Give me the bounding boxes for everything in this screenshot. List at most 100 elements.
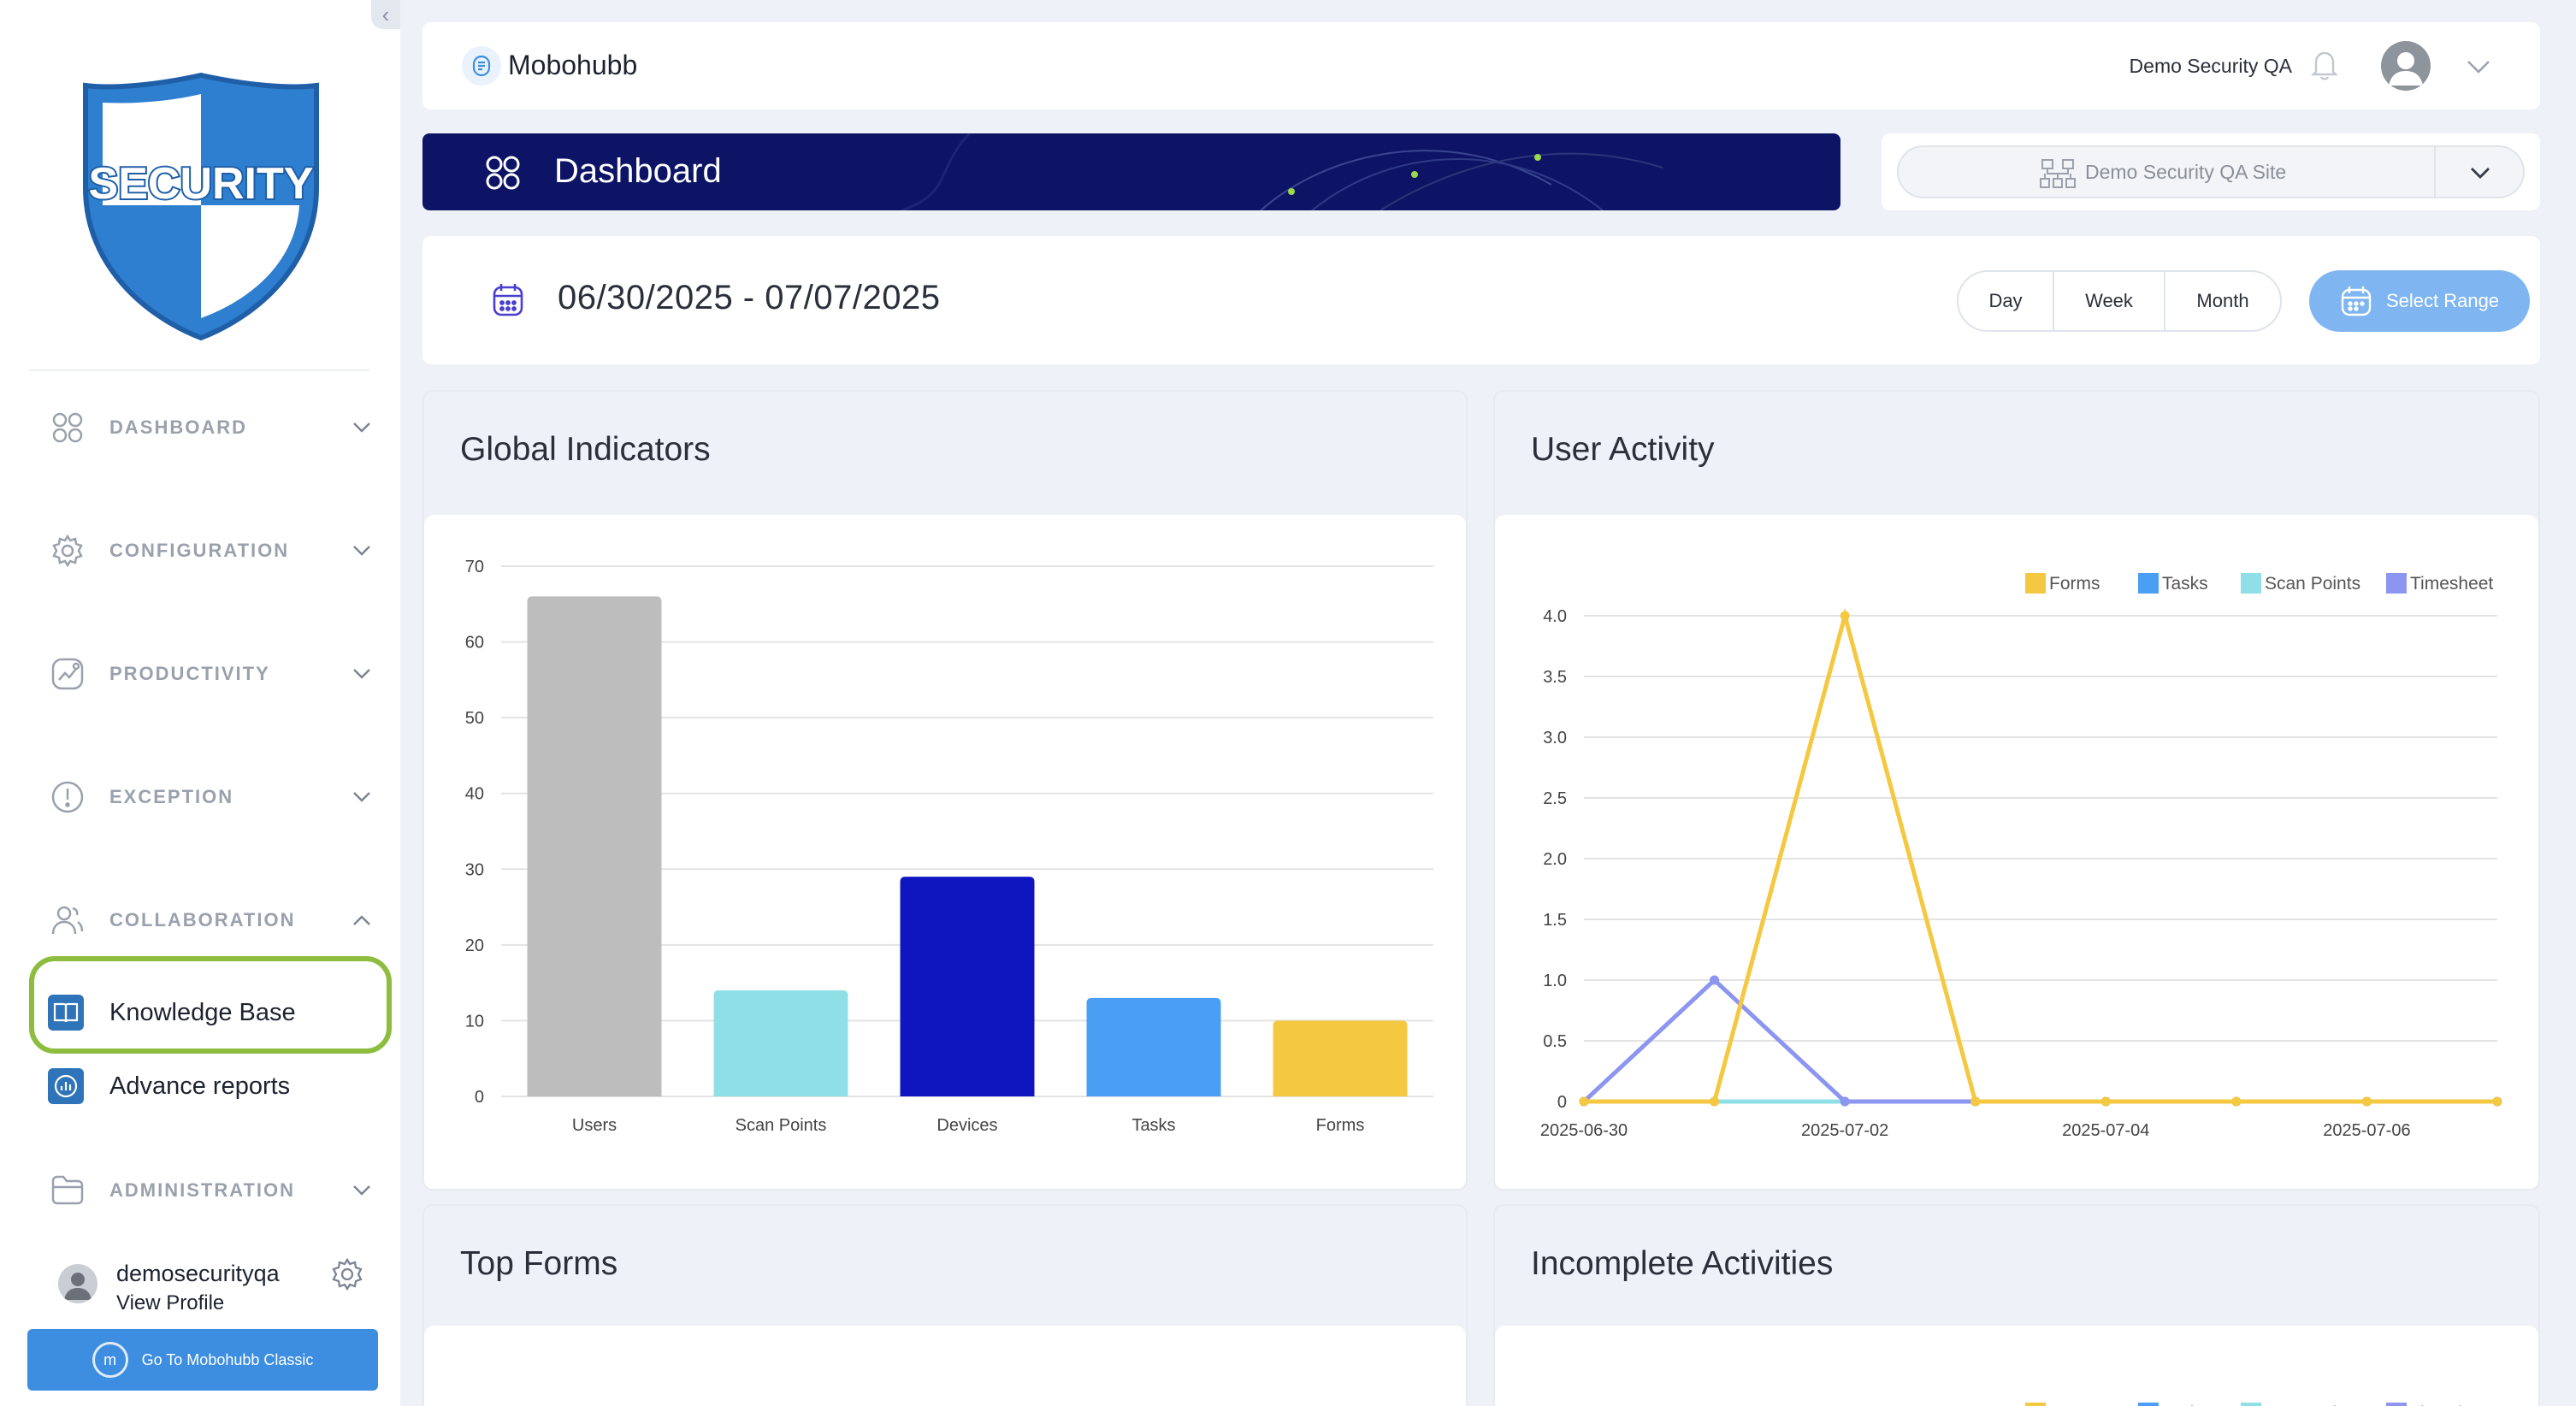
month-button[interactable]: Month (2196, 290, 2249, 311)
date-range-text[interactable]: 06/30/2025 - 07/07/2025 (558, 279, 941, 316)
bell-icon[interactable] (2306, 46, 2343, 84)
nav-collaboration[interactable]: COLLABORATION (50, 896, 375, 944)
card-body: 0 0.5 1.0 1.5 2.0 2.5 3.0 3.5 4.0 2025-06-30 2025-… (1495, 515, 2538, 1189)
username: demosecurityqa (116, 1261, 280, 1286)
chevron-down-icon[interactable] (2463, 51, 2494, 82)
nav-label: COLLABORATION (109, 909, 296, 930)
chevron-down-icon (349, 1178, 375, 1203)
nav-label: PRODUCTIVITY (109, 663, 270, 684)
bar-scan-points (713, 990, 848, 1096)
folder-icon (50, 1173, 86, 1208)
incomplete-activities-legend: Forms Tasks Scan Points Timesheet (2025, 1403, 2493, 1406)
site-selector-box: Demo Security QA Site (1882, 133, 2540, 210)
sitemap-icon (2039, 158, 2077, 189)
settings-gear-icon[interactable] (330, 1257, 366, 1293)
app-logo-icon (462, 46, 501, 86)
legend-label: Forms (2049, 574, 2100, 594)
data-point-forms (1579, 1096, 1589, 1107)
logo-text: SECURITY (89, 159, 314, 209)
avatar[interactable] (2381, 41, 2431, 91)
series-line-forms (1584, 607, 2497, 1104)
legend-swatch (2025, 1403, 2046, 1406)
alert-circle-icon (50, 779, 86, 815)
card-body (424, 1326, 1466, 1406)
app-name: Mobohubb (508, 50, 638, 80)
divider (29, 369, 369, 371)
select-range-label: Select Range (2385, 290, 2500, 311)
dashboard-banner: Dashboard (422, 133, 1840, 210)
nav-dashboard[interactable]: DASHBOARD (50, 404, 375, 452)
nav-productivity[interactable]: PRODUCTIVITY (50, 650, 375, 698)
legend-swatch (2138, 573, 2159, 594)
legend-label: Scan Points (2265, 1403, 2360, 1406)
y-tick-label: 0.5 (1543, 1032, 1567, 1051)
legend-label: Forms (2049, 1403, 2100, 1406)
legend-swatch (2386, 573, 2407, 594)
legend-swatch (2241, 573, 2261, 594)
select-range-button[interactable]: Select Range (2309, 270, 2530, 332)
bar-forms (1273, 1020, 1408, 1096)
x-tick-label: Tasks (1131, 1116, 1175, 1135)
period-toggle: Day Week Month (1957, 270, 2282, 332)
top-header: Mobohubb Demo Security QA (422, 22, 2540, 109)
nav-configuration[interactable]: CONFIGURATION (50, 527, 375, 575)
view-profile-link[interactable]: View Profile (116, 1291, 225, 1314)
y-tick-label: 0 (1557, 1093, 1567, 1112)
date-filter-card: 06/30/2025 - 07/07/2025 Day Week Month S… (422, 236, 2540, 364)
users-icon (50, 902, 86, 938)
chevron-down-icon (349, 784, 375, 810)
global-indicators-chart: 0 10 20 30 40 50 60 70 Users Scan Points Devices Ta… (465, 558, 1433, 1135)
card-title: Incomplete Activities (1531, 1245, 1834, 1282)
y-tick-label: 2.5 (1543, 789, 1567, 808)
page-title: Dashboard (554, 152, 722, 190)
chart-trend-icon (50, 656, 86, 692)
chevron-down-icon (349, 661, 375, 687)
nav-label: Advance reports (109, 1072, 291, 1100)
account-name: Demo Security QA (2129, 55, 2292, 77)
card-body: 0 10 20 30 40 50 60 70 Users Scan Points Devices Ta… (424, 515, 1466, 1189)
chevron-left-icon: ‹ (381, 1, 390, 27)
y-tick-label: 2.0 (1543, 850, 1567, 869)
card-title: User Activity (1531, 431, 1715, 468)
nav-administration[interactable]: ADMINISTRATION (50, 1167, 375, 1214)
data-point-timesheet (1840, 1096, 1850, 1107)
site-select[interactable]: Demo Security QA Site (1897, 145, 2525, 198)
calendar-icon (2340, 285, 2372, 317)
legend-label: Tasks (2162, 1403, 2208, 1406)
day-button[interactable]: Day (1959, 272, 2054, 330)
mobohubb-logo-icon: m (92, 1342, 128, 1378)
y-tick-label: 10 (465, 1012, 484, 1031)
user-activity-chart: 0 0.5 1.0 1.5 2.0 2.5 3.0 3.5 4.0 2025-06-30 2025-… (1540, 573, 2502, 1140)
gear-icon (50, 533, 86, 569)
x-tick-label: 2025-07-06 (2323, 1121, 2410, 1140)
nav-label: Knowledge Base (109, 998, 296, 1026)
y-tick-label: 30 (465, 860, 484, 879)
nav-exception[interactable]: EXCEPTION (50, 773, 375, 821)
nav-advance-reports[interactable]: Advance reports (48, 1062, 290, 1110)
data-point-forms (2361, 1096, 2372, 1107)
book-icon (48, 995, 84, 1031)
dashboard-grid-icon (484, 154, 522, 192)
chevron-down-icon[interactable] (2467, 159, 2494, 186)
legend-label: Timesheet (2410, 1403, 2493, 1406)
collapse-sidebar-button[interactable]: ‹ (371, 0, 400, 29)
legend-swatch (2386, 1403, 2407, 1406)
data-point-forms (1970, 1096, 1981, 1107)
banner-decoration (901, 133, 1663, 210)
card-body: Forms Tasks Scan Points Timesheet (1495, 1326, 2538, 1406)
bar-tasks (1086, 997, 1221, 1096)
y-tick-label: 60 (465, 634, 484, 653)
chevron-down-icon (349, 538, 375, 564)
week-button[interactable]: Week (2054, 272, 2165, 330)
user-profile: demosecurityqa View Profile (58, 1257, 375, 1317)
nav-knowledge-base[interactable]: Knowledge Base (48, 989, 296, 1037)
y-tick-label: 3.5 (1543, 668, 1567, 687)
nav-label: DASHBOARD (109, 416, 247, 438)
sidebar: ‹ SECURITY DASHBOARD CONFIGURATION PRODU… (0, 0, 400, 1406)
go-to-classic-button[interactable]: m Go To Mobohubb Classic (27, 1329, 378, 1391)
y-tick-label: 20 (465, 936, 484, 955)
avatar[interactable] (58, 1264, 97, 1303)
legend-label: Tasks (2162, 574, 2208, 594)
x-tick-label: 2025-07-02 (1801, 1121, 1888, 1140)
y-tick-label: 1.0 (1543, 972, 1567, 990)
